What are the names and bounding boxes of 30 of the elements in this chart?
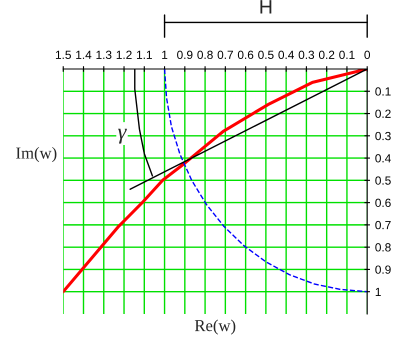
y-tick-label: 0.9 xyxy=(375,265,391,274)
y-tick-label: 0.6 xyxy=(375,198,391,208)
text: H xyxy=(260,0,272,14)
y-tick-label: 0.8 xyxy=(375,243,391,252)
x-tick-label: 0 xyxy=(364,50,370,60)
x-tick-label: 0.2 xyxy=(318,50,334,60)
x-tick-label: 0.8 xyxy=(197,50,213,60)
x-tick-label: 0.3 xyxy=(298,50,314,60)
y-tick-label: 1 xyxy=(376,288,381,296)
y-axis-title: Im(w) xyxy=(16,146,56,162)
x-tick-label: 0.6 xyxy=(238,50,254,60)
x-tick-label: 1.5 xyxy=(56,50,71,60)
y-tick-label: 0.4 xyxy=(375,154,391,162)
x-tick-label: 0.9 xyxy=(177,50,192,60)
annotation: γ xyxy=(118,128,127,144)
x-tick-label: 0.7 xyxy=(218,50,233,60)
x-tick-label: 0.1 xyxy=(339,50,355,60)
x-tick-label: 1.3 xyxy=(96,50,112,60)
y-tick-label: 0.7 xyxy=(375,220,391,230)
x-tick-label: 0.4 xyxy=(278,50,294,60)
x-tick-label: 1 xyxy=(162,50,168,59)
y-tick-label: 0.3 xyxy=(375,132,391,140)
x-tick-label: 0.5 xyxy=(258,50,274,60)
x-tick-label: 1.4 xyxy=(76,50,92,59)
y-tick-label: 0.1 xyxy=(375,87,391,96)
x-tick-label: 1.1 xyxy=(136,50,152,59)
y-tick-label: 0.2 xyxy=(375,110,391,118)
x-tick-label: 1.2 xyxy=(116,50,132,59)
y-tick-label: 0.5 xyxy=(375,176,391,185)
x-axis-title: Re(w) xyxy=(194,320,236,335)
